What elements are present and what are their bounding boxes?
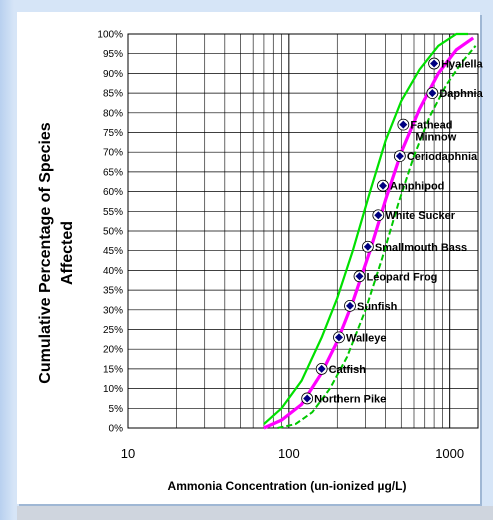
x-axis-title: Ammonia Concentration (un-ionized µg/L) bbox=[168, 479, 407, 493]
confidence-bands bbox=[263, 32, 477, 429]
lower-confidence-band bbox=[277, 45, 477, 429]
data-point bbox=[345, 301, 354, 310]
species-label: Smallmouth Bass bbox=[375, 242, 467, 254]
y-axis-title-line2: Affected bbox=[59, 221, 76, 285]
species-label: Northern Pike bbox=[314, 393, 386, 405]
y-tick-label: 100% bbox=[97, 30, 123, 41]
upper-confidence-band bbox=[263, 32, 468, 425]
data-point bbox=[363, 242, 372, 251]
data-point bbox=[303, 394, 312, 403]
species-label: Minnow bbox=[415, 132, 456, 144]
species-label: Leopard Frog bbox=[367, 271, 438, 283]
species-label: Daphnia bbox=[439, 88, 483, 100]
data-point bbox=[428, 89, 437, 98]
y-tick-label: 55% bbox=[103, 207, 123, 218]
y-tick-label: 85% bbox=[103, 89, 123, 100]
x-tick-label: 100 bbox=[278, 446, 300, 461]
data-point bbox=[430, 59, 439, 68]
y-axis-title-line1: Cumulative Percentage of Species bbox=[37, 122, 54, 384]
x-tick-label: 1000 bbox=[435, 446, 464, 461]
y-tick-label: 45% bbox=[103, 246, 123, 257]
y-tick-label: 35% bbox=[103, 286, 123, 297]
y-tick-label: 50% bbox=[103, 227, 123, 238]
y-tick-label: 80% bbox=[103, 108, 123, 119]
species-label: Hyalella bbox=[441, 59, 483, 71]
data-point bbox=[334, 333, 343, 342]
y-tick-label: 10% bbox=[103, 384, 123, 395]
tick-labels: 0% 5% 10% 15% 20% 25% 30% 35% 40% 45% 50% 55% 60% 65%… bbox=[97, 30, 464, 462]
y-tick-label: 15% bbox=[103, 364, 123, 375]
y-tick-label: 25% bbox=[103, 325, 123, 336]
y-tick-label: 0% bbox=[109, 424, 124, 435]
species-label: Catfish bbox=[329, 364, 367, 376]
y-tick-label: 40% bbox=[103, 266, 123, 277]
y-axis-title-group: Cumulative Percentage of Species Affecte… bbox=[37, 122, 76, 384]
y-tick-label: 70% bbox=[103, 148, 123, 159]
grid bbox=[127, 33, 479, 429]
species-label: Amphipod bbox=[390, 181, 444, 193]
y-tick-label: 65% bbox=[103, 167, 123, 178]
species-label: Sunfish bbox=[357, 301, 398, 313]
data-point bbox=[374, 211, 383, 220]
species-label: Fathead bbox=[410, 120, 452, 132]
y-tick-label: 20% bbox=[103, 345, 123, 356]
data-point bbox=[379, 181, 388, 190]
species-label: Walleye bbox=[346, 332, 387, 344]
data-points: Northern Pike Catfish Walleye Sunfish Leopar… bbox=[301, 57, 484, 405]
bottom-strip bbox=[17, 506, 493, 520]
y-tick-label: 30% bbox=[103, 305, 123, 316]
y-tick-label: 60% bbox=[103, 187, 123, 198]
y-tick-label: 5% bbox=[109, 404, 124, 415]
species-label: Ceriodaphnia bbox=[407, 151, 478, 163]
y-tick-label: 75% bbox=[103, 128, 123, 139]
x-tick-label: 10 bbox=[121, 446, 135, 461]
data-point bbox=[395, 152, 404, 161]
y-tick-label: 95% bbox=[103, 49, 123, 60]
species-label: White Sucker bbox=[385, 210, 455, 222]
data-point bbox=[317, 364, 326, 373]
y-tick-label: 90% bbox=[103, 69, 123, 80]
data-point bbox=[399, 120, 408, 129]
data-point bbox=[355, 272, 364, 281]
